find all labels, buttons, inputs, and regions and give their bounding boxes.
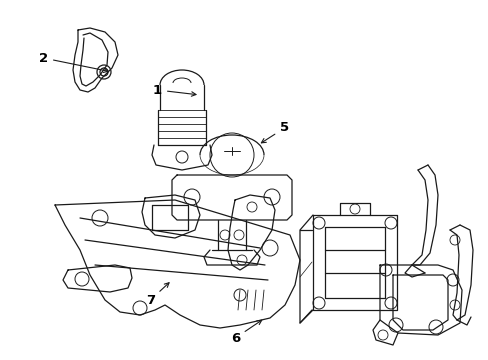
Text: 6: 6 xyxy=(230,320,261,345)
Text: 7: 7 xyxy=(145,283,169,306)
Text: 1: 1 xyxy=(153,84,196,96)
Text: 5: 5 xyxy=(261,121,288,143)
Text: 2: 2 xyxy=(39,51,108,72)
